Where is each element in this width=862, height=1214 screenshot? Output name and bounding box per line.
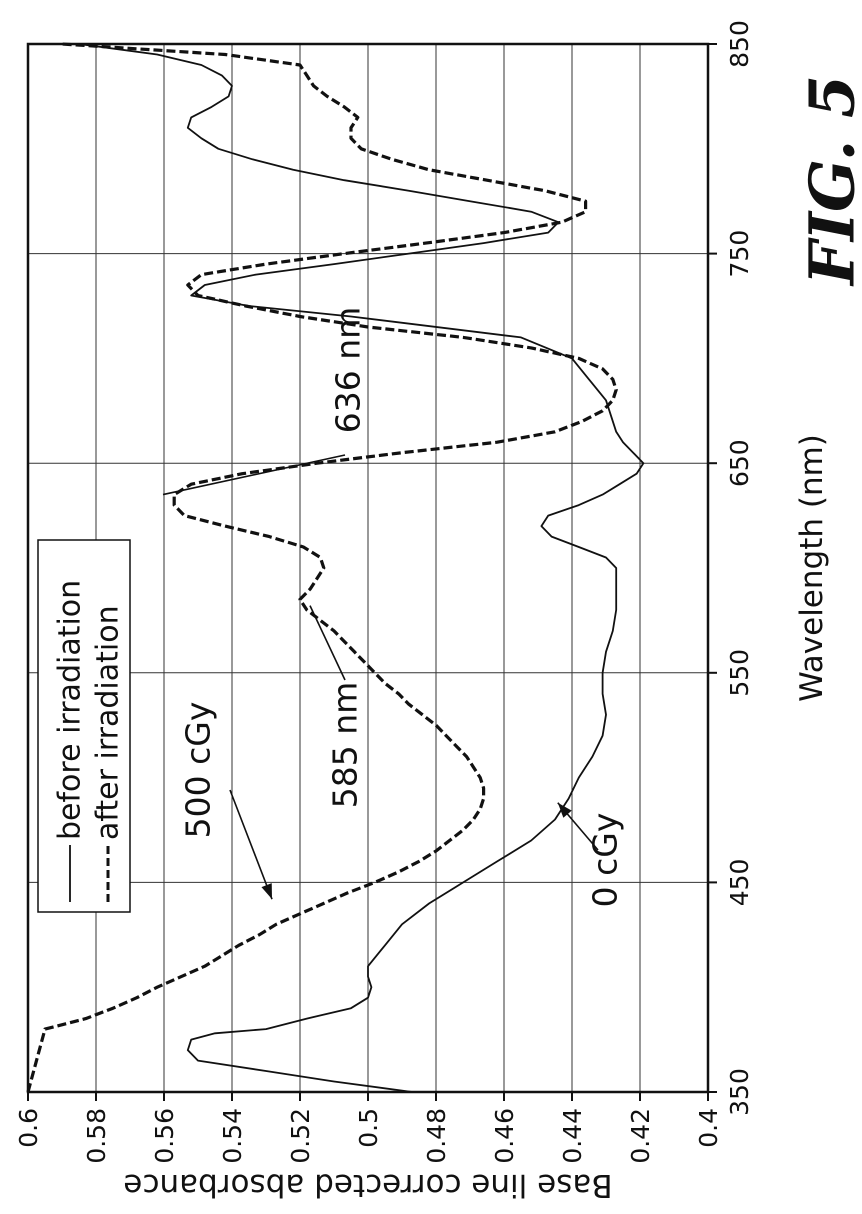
legend-label: after irradiation — [91, 605, 126, 840]
tick-label-y: 0.4 — [694, 1108, 723, 1148]
annotation-leader — [162, 454, 346, 496]
series-line-before — [78, 43, 645, 1093]
figure-label-text: FIG. 5 — [796, 75, 862, 287]
y-axis-title: Base line corrected absorbance — [123, 1167, 612, 1203]
tick-label-y: 0.44 — [558, 1108, 587, 1164]
tick-label-x: 850 — [725, 20, 754, 68]
arrow-head-icon — [261, 883, 272, 900]
annotation-leader — [309, 605, 346, 681]
tick-label-x: 450 — [725, 859, 754, 907]
arrow-head-icon — [557, 802, 572, 818]
tick-label-x: 550 — [725, 649, 754, 697]
legend-box — [37, 539, 131, 913]
tick-label-x: 750 — [725, 230, 754, 278]
tick-label-y: 0.6 — [14, 1108, 43, 1148]
annotation-label: 585 nm — [326, 682, 365, 809]
tick-label-y: 0.56 — [150, 1108, 179, 1164]
legend: before irradiation after irradiation — [37, 539, 131, 913]
annotation-leader — [229, 789, 273, 900]
tick-label-y: 0.5 — [354, 1108, 383, 1148]
tick-label-x: 650 — [725, 439, 754, 487]
series-lines — [26, 42, 645, 1093]
annotation-label: 500 cGy — [179, 702, 218, 839]
series-line-after — [26, 42, 618, 1093]
tick-label-y: 0.58 — [82, 1108, 111, 1164]
tick-label-y: 0.46 — [490, 1108, 519, 1164]
tick-label-y: 0.54 — [218, 1108, 247, 1164]
tick-label-y: 0.48 — [422, 1108, 451, 1164]
annotation-label: 636 nm — [329, 307, 368, 434]
tick-label-x: 350 — [725, 1068, 754, 1116]
x-axis-title: Wavelength (nm) — [794, 434, 830, 702]
annotation-label: 0 cGy — [586, 813, 625, 908]
axis-titles: Wavelength (nm) Base line corrected absor… — [123, 434, 830, 1203]
legend-label: before irradiation — [53, 580, 88, 840]
annotations: 636 nm 585 nm 500 cGy 0 cGy — [162, 307, 625, 908]
tick-label-y: 0.42 — [626, 1108, 655, 1164]
tick-label-y: 0.52 — [286, 1108, 315, 1164]
figure-label: FIG. 5 — [796, 75, 862, 287]
axis-ticks: 0.4 0.42 0.44 0.46 0.48 0.5 0.52 0.54 0.56 0.58 0.… — [14, 20, 754, 1164]
